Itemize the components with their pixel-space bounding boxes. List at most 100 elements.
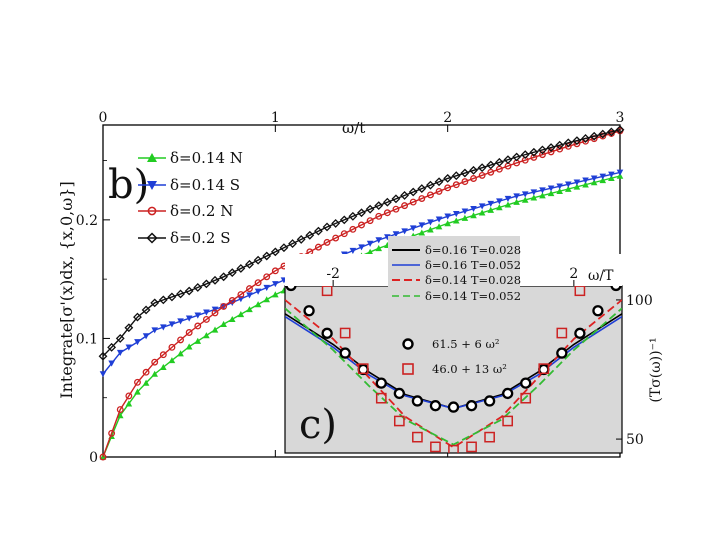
main-y-tick-label: 0.1 [76,331,98,347]
main-series-0-point [530,194,538,201]
main-series-0-point [444,220,451,227]
inset-y-axis-label: (Tσ(ω))⁻¹ [648,337,664,402]
main-series-1-point [151,327,158,334]
inset-plot-frame [284,285,623,454]
main-series-1-point [349,247,357,254]
main-series-2-point [375,212,383,220]
main-series-2-point [142,368,150,376]
main-series-3-point [150,298,160,308]
main-series-1-point [401,228,408,235]
main-series-2-point [332,234,340,242]
main-series-0-point [185,343,193,350]
main-series-1-point [366,240,374,247]
main-series-2-point [237,291,245,299]
main-series-3-point [546,143,556,152]
inset-series-4-point [411,395,424,407]
main-series-2-point [435,187,443,195]
main-series-1-point [134,339,141,346]
main-series-2-point [452,181,460,189]
main-y-tick-label: 0 [89,450,98,466]
main-series-3-point [417,184,427,194]
main-series-0-point [263,296,271,303]
main-series-1-point [530,189,538,196]
main-series-0-point [177,350,184,357]
main-series-1-point [547,185,555,192]
inset-series-4-point [375,377,387,389]
main-series-2-point [323,238,331,246]
main-x-axis-label: ω/t [342,119,365,137]
main-series-0-point [521,196,529,203]
inset-series-5-point [357,363,369,375]
main-series-3-point [426,180,435,190]
inset-series-4-point [339,347,351,359]
inset-legend-marker-5 [402,338,414,350]
main-series-1-point [384,234,391,241]
main-series-3-point [279,243,289,253]
main-series-3-point [581,134,590,143]
main-series-2-point [470,175,477,182]
main-x-tick-label: 0 [99,110,108,126]
main-series-1-point [375,237,383,244]
main-series-1-point [496,198,503,205]
inset-series-4-point [574,327,586,339]
main-series-3-point [167,292,177,302]
main-series-0-point [220,320,227,327]
inset-series-4-point [502,387,514,400]
inset-legend-label-1: δ=0.16 T=0.028 [425,243,521,257]
main-panel: 0 1 2 300.10.2 b) ω/t Integrate[σ'(x)dx, {x… [57,110,624,466]
main-x-tick-label: 2 [443,110,452,126]
main-series-2-point [202,316,210,323]
inset-legend-label-5: 61.5 + 6 ω² [432,337,500,351]
main-series-2-point [383,209,391,217]
main-series-line-2 [102,130,621,458]
inset-series-line-3 [285,307,622,446]
main-series-1-point [573,179,581,186]
main-ticks: 0 1 2 3 0 0.1 0.2 [76,110,625,466]
main-series-2-point [116,406,124,414]
legend-marker-d02s [146,232,158,244]
main-series-3-point [615,125,625,135]
main-series-0-point [418,229,426,236]
main-series [98,125,625,461]
main-series-3-point [408,187,418,197]
main-series-2-point [401,202,409,210]
main-series-1-point [358,244,365,251]
main-series-3-point [158,295,168,305]
legend-marker-d014s [147,181,157,190]
main-series-1-point [470,205,477,213]
main-series-2-point [228,297,236,304]
main-series-3-point [503,155,513,165]
main-series-0-point [504,201,512,208]
inset-series-4-point [321,327,333,339]
inset-series-5-point [556,327,568,339]
main-series-3-point [236,264,246,273]
main-series-0-point [565,185,572,192]
main-series-0-point [228,315,236,323]
main-series-3-point [133,312,142,322]
main-series-2-point [426,191,434,199]
main-series-3-point [322,222,332,232]
main-series-2-point [246,285,253,293]
inset-series-5-point [375,392,387,404]
inset-series-4-point [447,401,460,413]
inset-y-tick-label: 100 [626,293,653,309]
main-series-3-point [400,190,410,200]
main-series-2-point [444,184,452,192]
inset-series-5-point [393,415,405,427]
main-series-2-point [254,279,262,287]
legend-label-d014s: δ=0.14 S [170,176,240,194]
main-series-0-point [125,400,133,407]
main-series-3-point [115,334,125,343]
main-series-1-point [478,203,486,210]
main-series-0-point [547,190,555,197]
main-series-2-point [564,142,572,150]
main-series-0-point [427,226,434,233]
main-series-1-point [608,171,615,178]
main-series-3-point [270,247,280,257]
main-series-1-point [513,193,520,200]
main-series-1-point [556,183,563,190]
inset-series [285,286,622,453]
inset-series-5-point [484,431,495,443]
main-series-2-point [340,230,348,238]
main-series-0-point [496,204,503,211]
